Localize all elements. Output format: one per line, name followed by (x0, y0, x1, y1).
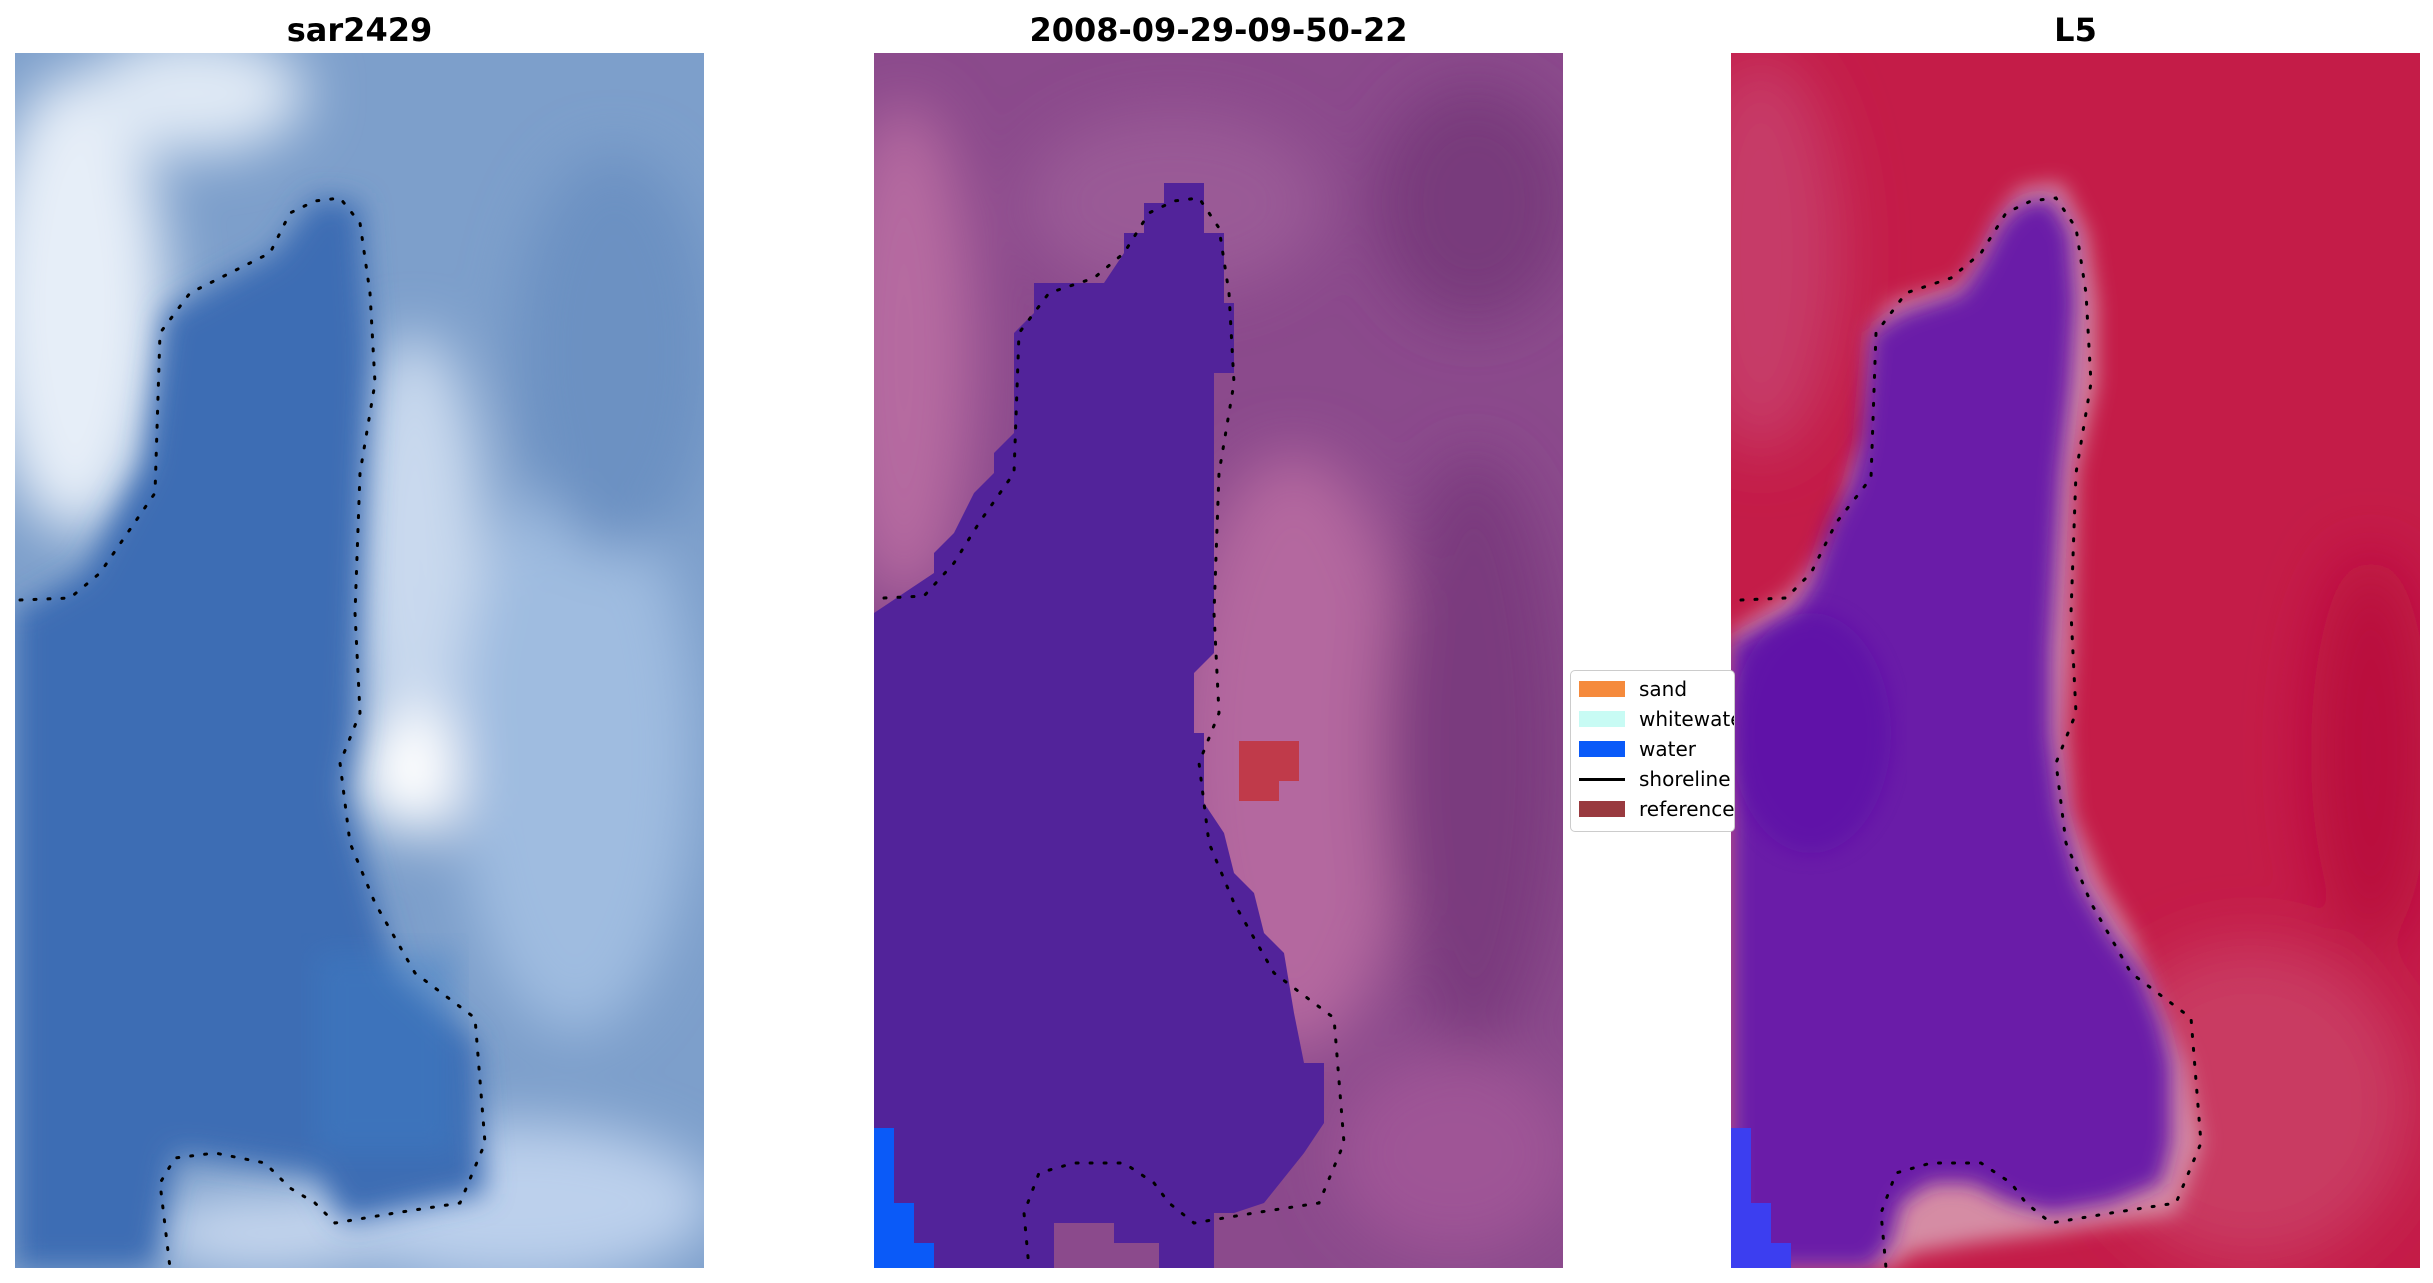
classified-panel (874, 53, 1563, 1268)
legend-swatch-whitewater (1579, 711, 1625, 727)
water-patch (874, 1128, 934, 1268)
legend-label: water (1639, 737, 1696, 761)
legend-swatch-water (1579, 741, 1625, 757)
classified-image (874, 53, 1563, 1268)
legend-swatch-reference (1579, 801, 1625, 817)
legend: sand whitewater water shoreline referenc… (1570, 670, 1735, 832)
index-map-panel (1731, 53, 2420, 1268)
legend-item-whitewater: whitewater (1579, 704, 1734, 734)
index-map-image (1731, 53, 2420, 1268)
reference-patch (1239, 741, 1299, 801)
rgb-image-panel (15, 53, 704, 1268)
index-water-body (1731, 198, 2171, 1268)
legend-label: sand (1639, 677, 1688, 701)
legend-label: whitewater (1639, 707, 1734, 731)
water-patch (1731, 1128, 1791, 1268)
legend-label: shoreline (1639, 767, 1731, 791)
legend-item-sand: sand (1579, 674, 1687, 704)
legend-line-shoreline (1579, 777, 1625, 781)
legend-swatch-sand (1579, 681, 1625, 697)
classified-water-body (874, 183, 1324, 1268)
panel-title-rgb: sar2429 (286, 11, 433, 49)
rgb-image (15, 53, 704, 1268)
legend-item-shoreline: shoreline (1579, 764, 1731, 794)
panel-title-classified: 2008-09-29-09-50-22 (1029, 11, 1408, 49)
panel-title-index: L5 (2054, 11, 2097, 49)
legend-label: reference (1639, 797, 1735, 821)
shoreline (18, 196, 487, 1268)
shoreline (1739, 196, 2203, 1268)
legend-item-reference: reference (1579, 794, 1735, 824)
legend-item-water: water (1579, 734, 1696, 764)
